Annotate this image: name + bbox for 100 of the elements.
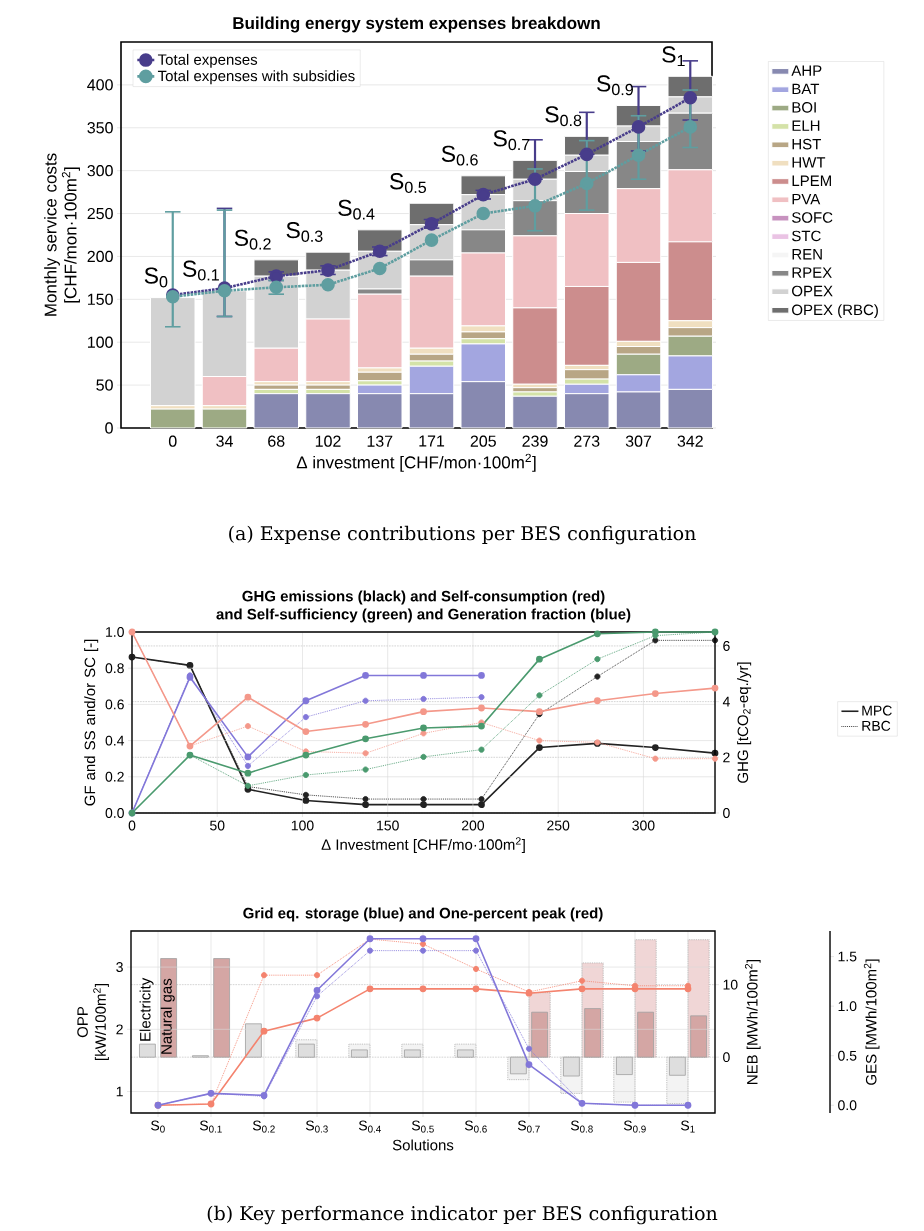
text: (b) Key performance indicator per BES configuration (207, 1205, 718, 1225)
y3-tick-label: 1.5 (838, 951, 857, 962)
y-tick-label: 0.6 (105, 699, 124, 710)
legend-label: RPEX (792, 267, 832, 278)
x-tick-label: 150 (377, 820, 399, 831)
y-tick-label: 400 (87, 79, 113, 91)
x-tick-label: 0 (128, 820, 136, 831)
x-tick-label: 34 (216, 435, 233, 447)
y3-tick-label: 0.5 (838, 1050, 857, 1061)
x-tick-label: 307 (625, 435, 652, 447)
annotation: S$_{0}$ (144, 267, 168, 288)
x-tick-label: 200 (461, 820, 485, 831)
annotation: S$_{0.5}$ (390, 173, 427, 194)
x-axis-title: Δ investment [CHF/mon·100m$^{2}$] (296, 453, 536, 472)
legend-label: HST (792, 138, 821, 150)
y-tick-label: 0.0 (105, 808, 124, 818)
y2-tick-label: 4 (722, 696, 730, 707)
x-tick-label: S$_{0.7}$ (517, 1120, 540, 1133)
y-tick-label: 200 (87, 250, 113, 263)
x-tick-label: 68 (268, 435, 285, 447)
annotation: S$_{0.2}$ (234, 229, 271, 250)
y-tick-label: 300 (87, 164, 113, 177)
x-tick-label: S$_{0.9}$ (623, 1120, 646, 1133)
y-tick-label: 1.0 (106, 627, 124, 637)
y3-tick-label: 1.0 (838, 1001, 857, 1012)
annotation: S$_{0.9}$ (597, 75, 633, 96)
text: Electricity (139, 977, 154, 1041)
text: (a) Expense contributions per BES configuration (229, 525, 696, 545)
x-tick-label: S$_{0.6}$ (464, 1120, 487, 1133)
legend-label: OPEX (RBC) (792, 304, 878, 319)
annotation: S$_{0.4}$ (338, 199, 375, 220)
legend-label: LPEM (792, 175, 831, 186)
y-tick-label: 0 (105, 422, 113, 434)
x-tick-label: 102 (315, 435, 341, 447)
y-tick-label: 250 (87, 207, 113, 220)
legend-label: BAT (792, 83, 820, 95)
x-tick-label: S$_{0.2}$ (252, 1120, 275, 1133)
x-tick-label: 100 (291, 820, 314, 831)
legend-label: Total expenses (157, 53, 258, 68)
x-tick-label: S$_{0.3}$ (305, 1120, 328, 1133)
y2-tick-label: 0 (723, 808, 730, 818)
legend-label: SOFC (792, 212, 833, 223)
x-tick-label: 50 (210, 820, 225, 831)
x-tick-label: 300 (632, 820, 655, 831)
y2-tick-label: 6 (723, 640, 730, 651)
y-tick-label: 0.4 (105, 735, 125, 746)
x-tick-label: 0 (168, 435, 177, 447)
y-axis-title: Monthly service costs [CHF/mon·100m$^{2}$] (44, 153, 80, 316)
y2-axis-title: NEB [MWh/100m$^{2}$] (744, 959, 761, 1084)
legend-label: PVA (792, 193, 821, 205)
chart-title: Building energy system expenses breakdown (233, 16, 600, 33)
annotation: S$_{0.3}$ (286, 222, 323, 242)
legend-label: MPC (862, 705, 892, 716)
chart-title: GHG emissions (black) and Self-consumption (red) (242, 590, 605, 605)
y3-tick-label: 0.0 (838, 1100, 857, 1111)
x-tick-label: S$_{0.5}$ (411, 1120, 434, 1133)
x-tick-label: S$_{0.8}$ (570, 1120, 593, 1133)
legend-label: BOI (792, 102, 816, 113)
x-tick-label: S$_{1}$ (680, 1120, 695, 1133)
y-tick-label: 100 (88, 336, 113, 348)
y-tick-label: 0.8 (105, 663, 124, 674)
x-tick-label: S$_{0.4}$ (358, 1120, 381, 1133)
y-axis-title: GF and SS and/or SC [-] (84, 639, 99, 806)
legend-label: REN (792, 249, 822, 260)
annotation: S$_{0.1}$ (183, 260, 219, 281)
y2-tick-label: 2 (723, 752, 730, 763)
y-tick-label: 0.2 (105, 771, 124, 782)
chart-subtitle: and Self-sufficiency (green) and Generation fraction (blue) (216, 608, 631, 623)
x-tick-label: 205 (470, 435, 496, 447)
legend-label: STC (792, 230, 821, 242)
y-tick-label: 350 (87, 122, 113, 134)
chart-title: Grid eq. storage (blue) and One-percent peak (red) (243, 907, 603, 922)
series-label: Natural gas (160, 978, 175, 1054)
x-axis-title: Δ Investment [CHF/mo·100m$^{2}$] (321, 837, 525, 853)
legend-label: RBC (862, 720, 891, 731)
legend-label: Total expenses with subsidies (157, 70, 355, 85)
annotation: S$_{0.6}$ (441, 145, 478, 166)
y2-tick-label: 0 (723, 1052, 730, 1063)
x-tick-label: 273 (574, 435, 600, 447)
y-tick-label: 50 (96, 379, 113, 391)
y2-axis-title: GHG [tCO$_{2}$-eq./yr] (737, 662, 752, 783)
x-tick-label: 342 (677, 435, 703, 447)
x-tick-label: S$_{0.1}$ (199, 1120, 222, 1133)
legend-label: ELH (792, 120, 820, 131)
x-tick-label: 250 (547, 820, 570, 831)
legend-label: AHP (791, 65, 822, 76)
x-axis-title: Solutions (392, 1139, 454, 1151)
x-tick-label: 171 (419, 435, 445, 447)
y-tick-label: 3 (116, 962, 123, 973)
y-axis-title: OPP [kW/100m$^{2}$] (77, 984, 109, 1060)
y-tick-label: 150 (88, 293, 113, 305)
y-tick-label: 1 (116, 1086, 123, 1097)
y3-axis-title: GES [MWh/100m$^{2}$] (863, 959, 880, 1085)
x-tick-label: 137 (367, 435, 393, 447)
annotation: S$_{0.8}$ (545, 106, 582, 127)
x-tick-label: S$_{0}$ (151, 1120, 165, 1133)
x-tick-label: 239 (522, 435, 548, 447)
y2-tick-label: 10 (723, 979, 738, 990)
y-tick-label: 2 (116, 1024, 123, 1035)
legend-label: HWT (792, 157, 826, 168)
